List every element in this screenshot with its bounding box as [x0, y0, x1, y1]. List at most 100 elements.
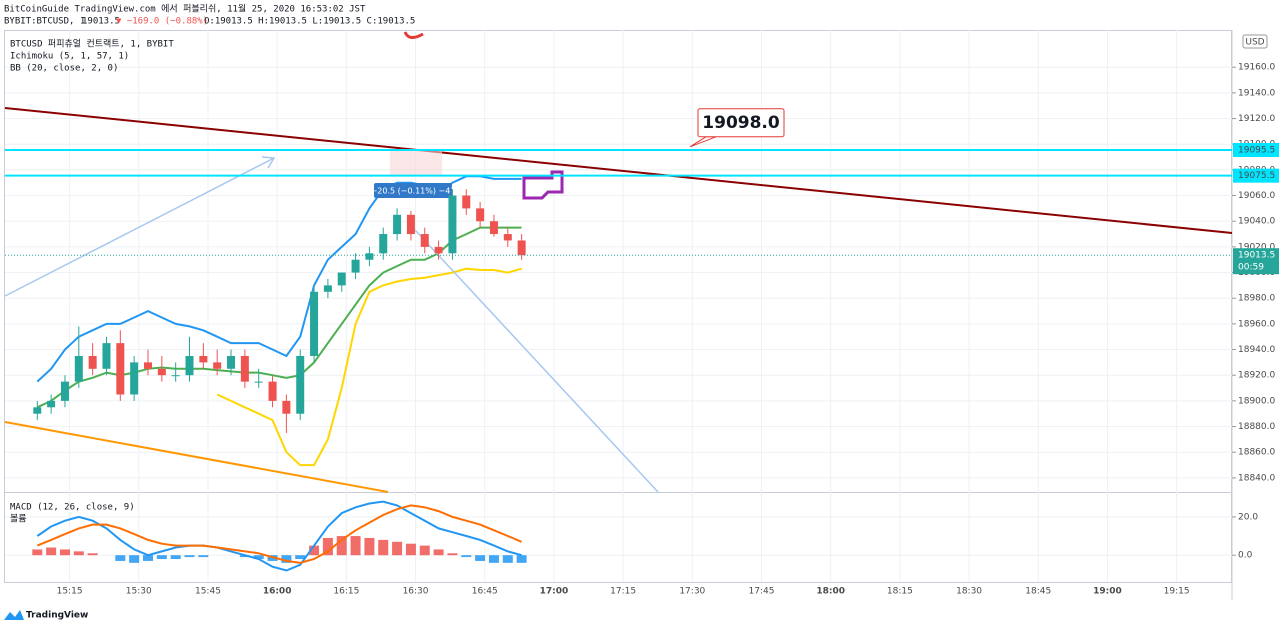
- candle-body: [489, 221, 498, 235]
- candle-body: [33, 407, 42, 414]
- last-price-label: 19013.5: [1238, 251, 1275, 261]
- symbol: BYBIT:BTCUSD, 1: [4, 17, 85, 27]
- histogram-bar: [392, 541, 403, 556]
- price: 19013.5: [82, 17, 120, 27]
- candle-body: [185, 355, 194, 376]
- histogram-bar: [447, 553, 458, 556]
- countdown: 00:59: [1238, 263, 1264, 273]
- candle-body: [74, 355, 83, 382]
- histogram-bar: [405, 543, 416, 556]
- candle-body: [337, 272, 346, 286]
- histogram-bar: [475, 555, 486, 561]
- y-tick-label: 18880.0: [1238, 422, 1275, 432]
- histogram-bar: [488, 555, 499, 563]
- y-tick-label: 19060.0: [1238, 191, 1275, 201]
- measure-label: −20.5 (−0.11%) −47: [371, 187, 456, 196]
- histogram-bar: [129, 555, 140, 563]
- histogram-bar: [336, 536, 347, 556]
- candle-body: [130, 362, 139, 395]
- x-tick-label: 18:45: [1025, 587, 1051, 597]
- indicator-line: [36, 226, 522, 409]
- histogram-bar: [309, 545, 320, 556]
- brand: TradingView: [26, 611, 88, 621]
- y-tick-label: 18840.0: [1238, 473, 1275, 483]
- y-tick-label: 19040.0: [1238, 217, 1275, 227]
- x-tick-label: 17:15: [610, 587, 636, 597]
- annotation-pointer: [689, 136, 717, 148]
- histogram-bar: [295, 555, 306, 560]
- candle-body: [171, 375, 180, 377]
- histogram-bar: [502, 555, 513, 563]
- price-line-tag: [1233, 142, 1279, 157]
- y-tick-label: 0.0: [1238, 551, 1253, 561]
- ohlc: O:19013.5 H:19013.5 L:19013.5 C:19013.5: [204, 17, 415, 27]
- indicator-line: [36, 500, 522, 572]
- candle-body: [503, 234, 512, 241]
- candle-body: [323, 285, 332, 292]
- histogram-bar: [87, 553, 98, 556]
- candle-body: [254, 381, 263, 383]
- candle-body: [296, 355, 305, 414]
- candle-body: [240, 355, 249, 382]
- volume-label: 볼륨: [10, 514, 27, 525]
- candle-body: [310, 291, 319, 356]
- histogram-bar: [322, 537, 333, 556]
- candle-body: [60, 381, 69, 401]
- histogram-bar: [461, 555, 472, 558]
- histogram-bar: [46, 547, 57, 556]
- indicator-line: [36, 504, 522, 564]
- y-tick-label: 19120.0: [1238, 114, 1275, 124]
- candle-body: [365, 253, 374, 260]
- x-tick-label: 15:30: [126, 587, 152, 597]
- histogram-bar: [184, 555, 195, 558]
- y-tick-label: 19160.0: [1238, 63, 1275, 73]
- measure-box: [374, 183, 452, 198]
- annotation-label: 19098.0: [702, 113, 780, 133]
- histogram-bar: [516, 555, 527, 563]
- candle-body: [199, 355, 208, 363]
- histogram-bar: [281, 555, 292, 563]
- candle-body: [517, 240, 526, 256]
- histogram-bar: [59, 549, 70, 556]
- x-tick-label: 16:15: [333, 587, 359, 597]
- candle-body: [157, 368, 166, 376]
- y-tick-label: 18900.0: [1238, 396, 1275, 406]
- candle-body: [448, 195, 457, 254]
- histogram-bar: [73, 551, 84, 556]
- indicator-line: [216, 267, 522, 467]
- candle-body: [406, 214, 415, 235]
- candle-body: [102, 343, 111, 369]
- candle-body: [213, 362, 222, 369]
- y-tick-label: 18960.0: [1238, 319, 1275, 329]
- histogram-bar: [378, 539, 389, 556]
- y-tick-label: 19140.0: [1238, 88, 1275, 98]
- candle-body: [143, 362, 152, 369]
- histogram-bar: [419, 545, 430, 556]
- macd-title: MACD (12, 26, close, 9): [10, 503, 135, 513]
- price-line-label: 19075.5: [1238, 171, 1275, 181]
- change: ▼ −169.0 (−0.88%): [116, 17, 208, 27]
- x-tick-label: 18:30: [956, 587, 982, 597]
- histogram-bar: [32, 549, 43, 556]
- histogram-bar: [364, 537, 375, 556]
- candle-body: [420, 234, 429, 247]
- y-tick-label: 18860.0: [1238, 448, 1275, 458]
- published-line: BitCoinGuide TradingView.com 에서 퍼블리쉬, 11…: [4, 3, 366, 15]
- x-tick-label: 17:30: [679, 587, 705, 597]
- histogram-bar: [115, 555, 126, 561]
- histogram-bar: [350, 536, 361, 556]
- histogram-bar: [433, 549, 444, 556]
- x-tick-label: 17:45: [749, 587, 775, 597]
- histogram-bar: [253, 555, 264, 560]
- currency: USD: [1245, 38, 1264, 48]
- x-tick-label: 18:15: [887, 587, 913, 597]
- histogram-bar: [142, 555, 153, 561]
- annotation-box: [697, 108, 785, 138]
- x-tick-label: 19:00: [1093, 587, 1122, 597]
- currency-box: [1242, 34, 1268, 49]
- price-line-tag: [1233, 168, 1279, 183]
- x-tick-label: 16:00: [263, 587, 292, 597]
- pane-title: BTCUSD 퍼피츄얼 컨트랙트, 1, BYBIT: [10, 39, 174, 50]
